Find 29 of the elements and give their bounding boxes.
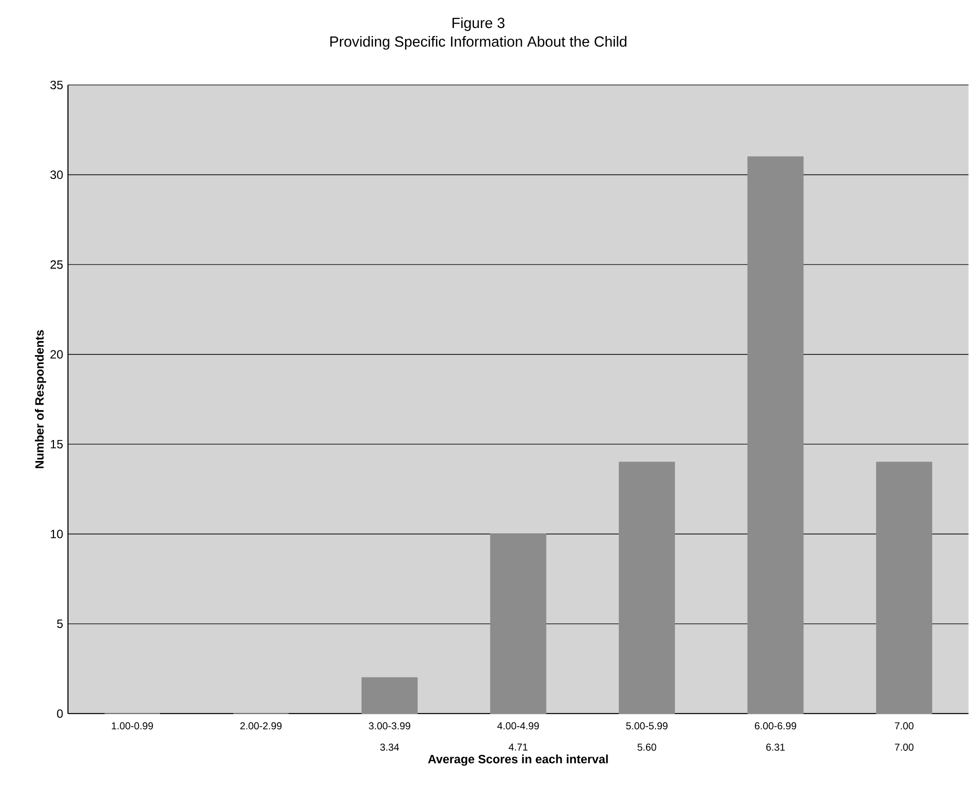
text: 5.60 xyxy=(638,744,656,751)
y-tick-label: 5 xyxy=(57,620,63,628)
x-axis-title: Average Scores in each interval xyxy=(428,754,608,766)
x-tick-label: 1.00-0.99 xyxy=(112,722,153,730)
bar xyxy=(490,534,546,714)
x-tick-label: 2.00-2.99 xyxy=(240,722,282,730)
x-tick-label: 7.00 xyxy=(894,722,914,730)
x-tick-label: 4.00-4.99 xyxy=(497,722,539,730)
text: 6.31 xyxy=(766,744,785,751)
bar xyxy=(876,462,932,714)
chart-subtitle: Providing Specific Information About the Child xyxy=(330,36,626,50)
x-tick-label: 5.00-5.99 xyxy=(626,722,668,730)
y-tick-label: 25 xyxy=(50,260,63,270)
bar xyxy=(362,678,418,714)
chart-title: Figure 3 xyxy=(452,18,504,32)
y-tick-label: 15 xyxy=(50,440,63,449)
x-tick-label: 3.00-3.99 xyxy=(368,722,410,730)
bar xyxy=(618,462,675,714)
y-tick-label: 10 xyxy=(50,530,63,538)
text: 3.34 xyxy=(380,744,400,751)
text: 4.71 xyxy=(508,744,528,751)
y-tick-label: 20 xyxy=(50,350,63,359)
x-tick-label: 6.00-6.99 xyxy=(754,722,796,730)
y-tick-label: 35 xyxy=(50,80,63,90)
y-tick-label: 0 xyxy=(57,710,63,718)
y-axis-title: Number of Respondents xyxy=(34,330,46,468)
bar xyxy=(747,156,804,714)
y-tick-label: 30 xyxy=(50,170,63,180)
text: 7.00 xyxy=(894,744,914,751)
